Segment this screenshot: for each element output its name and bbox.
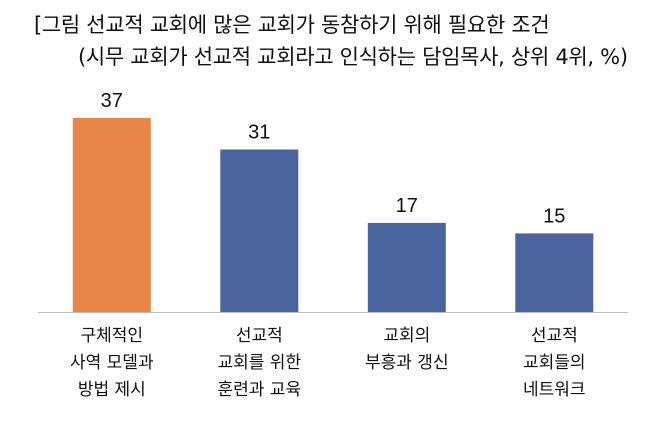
category-label-1-line-3: 방법 제시 [78, 380, 146, 400]
category-label-2-line-1: 선교적 [236, 326, 283, 346]
bar-1 [72, 118, 151, 312]
bar-4 [515, 233, 594, 312]
category-label-1-line-1: 구체적인 [81, 326, 144, 346]
category-label-4-line-1: 선교적 [531, 326, 578, 346]
category-label-2-line-3: 훈련과 교육 [217, 380, 301, 400]
category-label-3-line-1: 교회의 [383, 326, 430, 346]
category-label-2-line-2: 교회를 위한 [217, 353, 301, 373]
value-label-3: 17 [396, 195, 418, 217]
category-label-3-line-2: 부흥과 갱신 [365, 353, 449, 373]
chart-title: [그림 선교적 교회에 많은 교회가 동참하기 위해 필요한 조건 [34, 13, 550, 37]
chart-subtitle: (시무 교회가 선교적 교회라고 인식하는 담임목사, 상위 4위, %) [78, 45, 628, 69]
bar-2 [220, 149, 299, 312]
value-label-4: 15 [543, 205, 565, 227]
category-label-4-line-2: 교회들의 [523, 353, 586, 373]
value-label-1: 37 [101, 90, 123, 112]
value-label-2: 31 [248, 122, 270, 144]
category-label-1-line-2: 사역 모델과 [70, 353, 154, 373]
category-label-4-line-3: 네트워크 [523, 380, 586, 400]
bar-3 [367, 222, 446, 312]
